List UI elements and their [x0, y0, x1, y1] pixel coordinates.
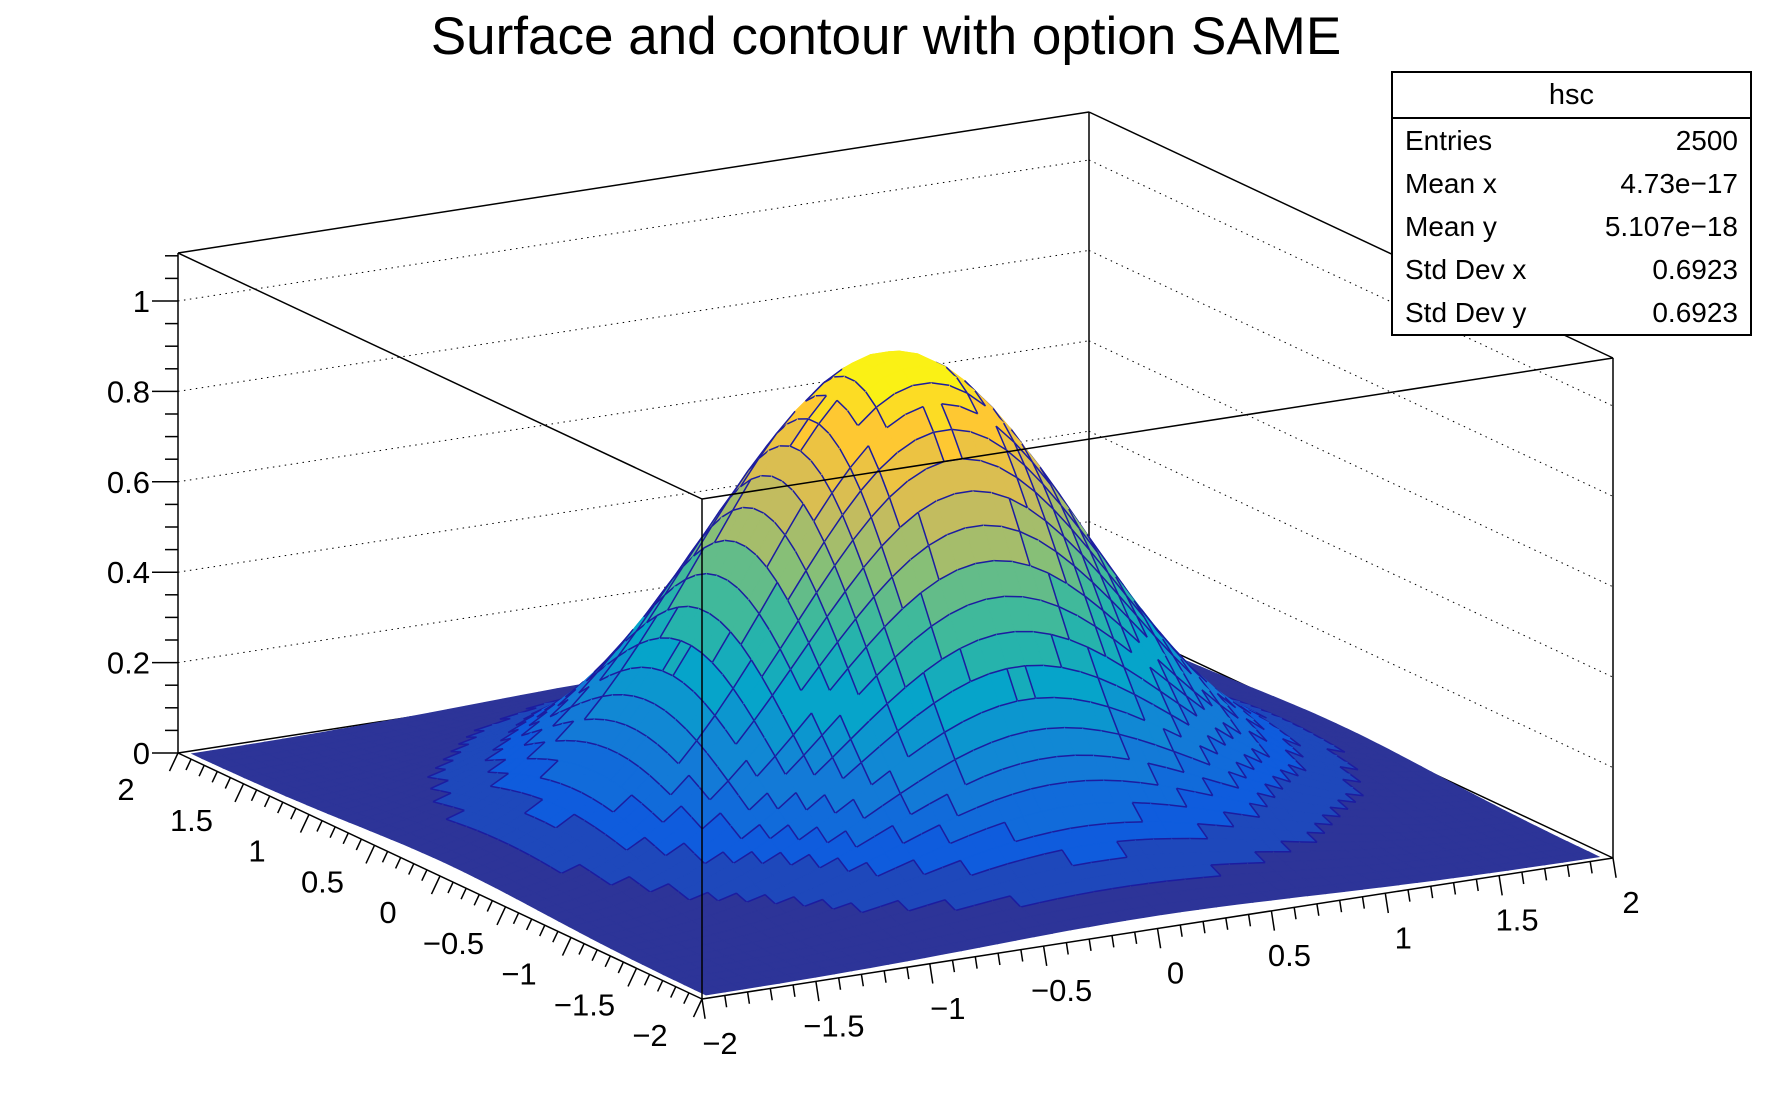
stats-value: 2500	[1675, 124, 1738, 156]
stats-value: 0.6923	[1652, 253, 1738, 285]
svg-text:1.5: 1.5	[170, 803, 213, 838]
svg-text:1: 1	[133, 284, 150, 319]
svg-text:0: 0	[379, 895, 396, 930]
svg-text:0.6: 0.6	[107, 465, 150, 500]
svg-text:1.5: 1.5	[1496, 903, 1539, 938]
stats-row: Mean x 4.73e−17	[1393, 162, 1750, 205]
plot-title: Surface and contour with option SAME	[430, 7, 1342, 66]
stats-label: Entries	[1405, 124, 1493, 156]
svg-text:−1.5: −1.5	[554, 987, 615, 1022]
stats-label: Mean y	[1405, 210, 1497, 242]
svg-text:−0.5: −0.5	[1031, 973, 1092, 1008]
stats-value: 4.73e−17	[1620, 167, 1738, 199]
frame-front-edges	[177, 252, 1614, 999]
stats-row: Mean y 5.107e−18	[1393, 205, 1750, 248]
svg-text:2: 2	[117, 772, 134, 807]
svg-text:0: 0	[1167, 956, 1184, 991]
svg-text:−2: −2	[702, 1026, 737, 1061]
svg-text:−0.5: −0.5	[423, 926, 484, 961]
stats-label: Std Dev x	[1405, 253, 1527, 285]
svg-text:0.5: 0.5	[301, 864, 344, 899]
svg-text:2: 2	[1622, 885, 1639, 920]
stats-title: hsc	[1393, 73, 1750, 119]
stats-row: Entries 2500	[1393, 119, 1750, 162]
svg-text:−1.5: −1.5	[803, 1008, 864, 1043]
stats-row: Std Dev x 0.6923	[1393, 248, 1750, 291]
svg-text:−1: −1	[501, 957, 536, 992]
stats-box[interactable]: hsc Entries 2500 Mean x 4.73e−17 Mean y …	[1391, 71, 1752, 336]
svg-text:0.4: 0.4	[107, 555, 150, 590]
svg-text:0.5: 0.5	[1268, 938, 1311, 973]
stats-value: 0.6923	[1652, 296, 1738, 328]
stats-value: 5.107e−18	[1604, 210, 1738, 242]
svg-text:0: 0	[133, 736, 150, 771]
svg-text:0.2: 0.2	[107, 646, 150, 681]
svg-text:0.8: 0.8	[107, 374, 150, 409]
svg-text:−2: −2	[632, 1018, 667, 1053]
svg-text:1: 1	[248, 834, 265, 869]
svg-text:1: 1	[1395, 920, 1412, 955]
gaussian-surface-bands	[190, 350, 1601, 996]
stats-label: Mean x	[1405, 167, 1497, 199]
svg-text:−1: −1	[930, 991, 965, 1026]
stats-label: Std Dev y	[1405, 296, 1527, 328]
axes-ticks-and-labels: 0 0.2 0.4 0.6 0.8 1 2 1.5 1 0.5 0 −0.5 −1 −1.5 −2 −2 −1.…	[107, 255, 1640, 1061]
stats-row: Std Dev y 0.6923	[1393, 291, 1750, 334]
